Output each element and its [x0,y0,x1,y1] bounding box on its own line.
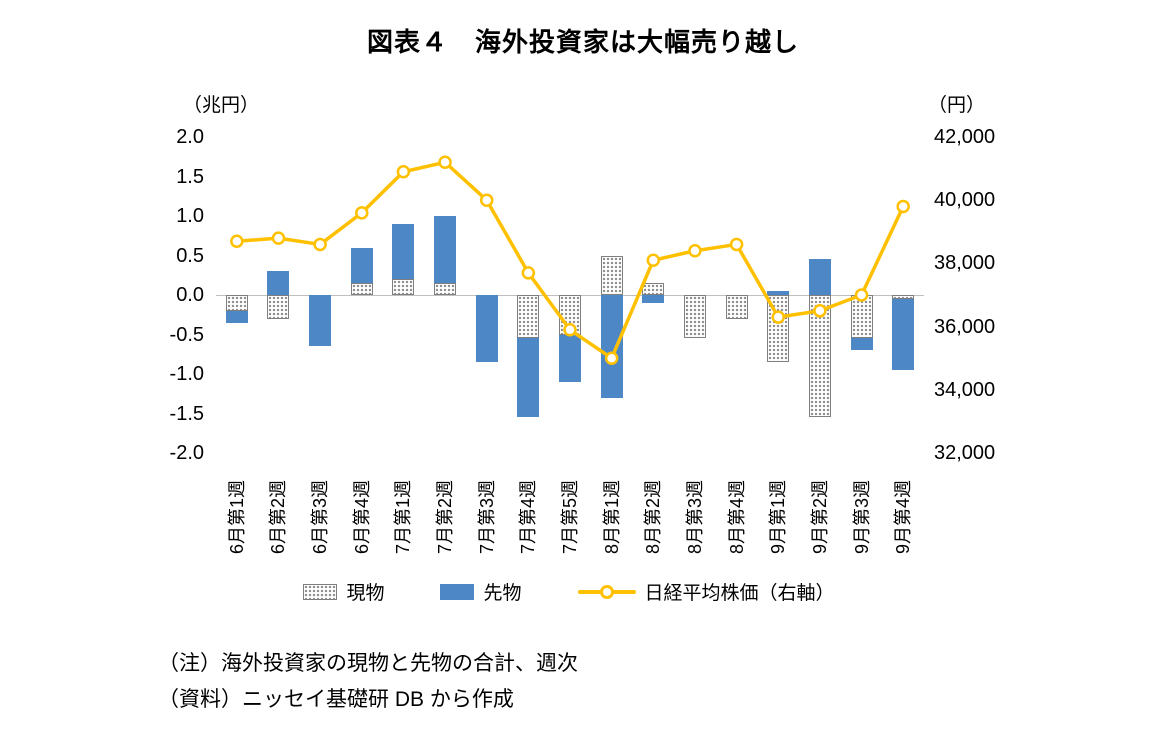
futures-bar [850,338,873,351]
futures-bar [600,295,623,398]
legend-item-futures: 先物 [440,578,522,605]
x-axis-label: 8月第2週 [643,479,664,555]
nikkei-line-layer [230,155,910,365]
nikkei-line-marker [854,288,869,302]
futures-bar [892,298,915,371]
futures-bar [350,247,373,284]
nikkei-line-marker [479,193,494,207]
x-axis-label: 9月第1週 [768,479,789,555]
x-axis-label: 6月第1週 [226,479,247,555]
spot-bar [267,295,290,319]
spot-bar [808,295,831,418]
left-axis-unit: （兆円） [183,95,260,116]
x-axis-label: 9月第3週 [851,479,872,555]
nikkei-line-marker [271,231,286,245]
nikkei-line-marker [813,304,827,318]
nikkei-line-marker [688,244,702,258]
x-axis-label: 7月第1週 [393,479,414,555]
spot-bar [225,295,248,311]
nikkei-line-marker [771,310,785,324]
futures-bar [559,334,581,382]
nikkei-line-marker [729,237,744,252]
futures-bar [309,295,332,347]
legend-label-futures: 先物 [483,583,522,604]
futures-bar [225,310,248,323]
spot-bar [725,295,748,319]
spot-bar [683,295,706,339]
right-axis-tick: 38,000 [934,252,996,275]
spot-bar [517,295,540,339]
x-axis-label: 7月第4週 [518,479,539,555]
x-axis-label: 6月第2週 [268,479,289,555]
right-axis-tick: 32,000 [934,442,996,464]
futures-bar [808,259,831,295]
x-axis-label: 6月第4週 [351,479,372,555]
nikkei-line-marker [563,323,577,337]
right-axis-tick: 42,000 [934,126,996,148]
x-axis-label: 6月第3週 [310,479,331,555]
right-axis-unit: （円） [928,95,986,116]
left-axis-tick: 2.0 [176,126,204,148]
x-axis-label: 8月第3週 [684,479,705,555]
x-axis-label: 9月第4週 [893,479,914,555]
nikkei-line-marker [230,234,244,249]
chart-title: 図表４ 海外投資家は大幅売り越し [366,27,799,57]
nikkei-line-marker [438,155,452,170]
nikkei-line-marker [355,206,369,220]
x-axis-label: 7月第3週 [476,479,497,555]
nikkei-line-marker [646,253,661,267]
x-axis-label: 7月第5週 [560,479,580,555]
left-axis-tick: -0.5 [169,323,204,346]
futures-bar [434,216,457,284]
spot-bar [434,283,457,295]
left-axis-tick: -1.5 [169,402,204,425]
right-axis-tick: 36,000 [934,315,996,338]
left-axis-tick: 0.0 [176,284,204,306]
note-line-2: （資料）ニッセイ基礎研 DB から作成 [158,688,514,712]
x-axis-label: 8月第4週 [726,479,747,555]
x-axis-label: 9月第2週 [809,479,830,555]
left-axis-tick: 0.5 [176,244,204,267]
note-line-1: （注）海外投資家の現物と先物の合計、週次 [158,652,578,675]
spot-swatch [303,583,338,600]
futures-bar [642,295,665,303]
legend-item-nikkei: 日経平均株価（右軸） [577,578,835,605]
nikkei-line-marker [896,199,910,214]
legend-label-nikkei: 日経平均株価（右軸） [644,583,835,604]
nikkei-line-marker [604,351,619,365]
spot-bar [892,295,915,299]
nikkei-line-marker [521,266,536,280]
legend-item-spot: 現物 [303,578,384,605]
legend: 現物 先物 日経平均株価（右軸） [212,578,926,605]
left-axis-tick: 1.5 [176,165,204,188]
x-axis-label: 8月第1週 [601,479,622,555]
futures-bar [267,271,290,295]
left-axis-tick: -1.0 [169,363,204,385]
left-axis-tick: -2.0 [169,442,204,464]
futures-bar [475,295,498,363]
legend-line-marker [599,584,614,599]
spot-bar [600,255,623,295]
futures-bar [767,291,790,295]
spot-bar [767,295,790,363]
x-axis-label: 7月第2週 [435,479,456,555]
right-axis-tick: 34,000 [934,378,996,401]
nikkei-line-marker [313,237,327,252]
futures-swatch [440,583,475,600]
notes: （注）海外投資家の現物と先物の合計、週次 （資料）ニッセイ基礎研 DB から作成 [158,646,578,718]
nikkei-swatch [577,584,636,600]
futures-bar [392,223,415,280]
nikkei-line-marker [396,165,411,179]
spot-bar [350,283,373,295]
spot-bar [392,279,415,295]
spot-bar [850,295,873,339]
legend-label-spot: 現物 [346,583,385,604]
left-axis-tick: 1.0 [176,205,204,227]
plot-area [216,137,924,453]
right-axis-tick: 40,000 [934,189,996,212]
futures-bar [517,338,540,418]
